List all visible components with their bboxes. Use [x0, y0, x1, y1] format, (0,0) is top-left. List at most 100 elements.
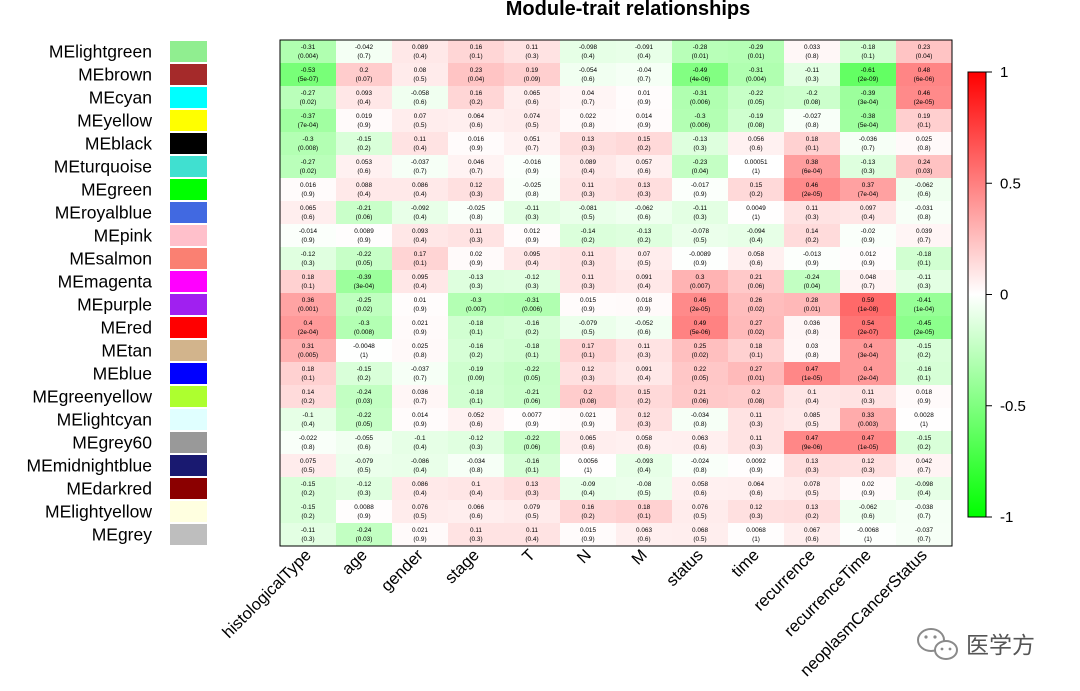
pvalue-open-paren: ( [802, 168, 805, 175]
pvalue-close-paren: ) [480, 329, 482, 336]
cell-correlation-label: 0.014 [636, 113, 652, 120]
pvalue-close-paren: ) [760, 352, 762, 359]
pvalue-open-paren: ( [469, 329, 472, 336]
cell-pvalue-label: (0.3) [581, 145, 594, 152]
cell-pvalue-label: (0.3) [469, 444, 482, 451]
pvalue-close-paren: ) [760, 237, 762, 244]
pvalue-close-paren: ) [590, 467, 592, 474]
cell-pvalue-label: (0.2) [805, 237, 818, 244]
pvalue-close-paren: ) [592, 490, 594, 497]
heatmap-cell [392, 362, 448, 385]
pvalue-open-paren: ( [301, 283, 304, 290]
pvalue-open-paren: ( [861, 214, 864, 221]
module-color-swatch [170, 386, 207, 407]
cell-correlation-label: 0.085 [804, 412, 820, 419]
heatmap-cell [728, 316, 784, 339]
pvalue-number: 0.2 [808, 513, 817, 520]
pvalue-number: 0.1 [304, 283, 313, 290]
cell-pvalue-label: (0.9) [581, 421, 594, 428]
pvalue-close-paren: ) [706, 375, 708, 382]
pvalue-number: 0.2 [752, 191, 761, 198]
pvalue-number: 0.4 [864, 214, 873, 221]
pvalue-close-paren: ) [760, 260, 762, 267]
row-label: MEgrey60 [72, 433, 152, 453]
cell-correlation-label: -0.31 [693, 90, 708, 97]
cell-correlation-label: -0.031 [915, 205, 934, 212]
pvalue-open-paren: ( [749, 513, 752, 520]
pvalue-close-paren: ) [368, 375, 370, 382]
pvalue-number: 0.4 [640, 375, 649, 382]
cell-correlation-label: 0.36 [302, 297, 315, 304]
cell-pvalue-label: (0.1) [749, 352, 762, 359]
cell-pvalue-label: (0.9) [301, 191, 314, 198]
pvalue-close-paren: ) [312, 536, 314, 543]
cell-pvalue-label: (0.005) [298, 352, 318, 359]
cell-pvalue-label: (0.3) [469, 536, 482, 543]
heatmap-cell [728, 109, 784, 132]
pvalue-number: 0.008 [300, 145, 316, 152]
module-color-swatch [170, 501, 207, 522]
heatmap-cell [392, 247, 448, 270]
pvalue-close-paren: ) [592, 306, 594, 313]
pvalue-open-paren: ( [581, 306, 584, 313]
cell-pvalue-label: (0.2) [301, 513, 314, 520]
pvalue-close-paren: ) [648, 490, 650, 497]
cell-correlation-label: -0.21 [525, 389, 540, 396]
heatmap-cell [392, 339, 448, 362]
pvalue-number: 0.5 [360, 467, 369, 474]
cell-correlation-label: 0.13 [526, 481, 539, 488]
pvalue-close-paren: ) [424, 467, 426, 474]
heatmap-cell [728, 339, 784, 362]
heatmap-cell [616, 431, 672, 454]
pvalue-close-paren: ) [312, 191, 314, 198]
pvalue-number: 0.1 [528, 467, 537, 474]
cell-correlation-label: 0.067 [804, 527, 820, 534]
heatmap-cell [280, 224, 336, 247]
pvalue-open-paren: ( [298, 53, 301, 60]
cell-pvalue-label: (0.4) [413, 145, 426, 152]
cell-pvalue-label: (0.8) [917, 214, 930, 221]
pvalue-open-paren: ( [917, 283, 920, 290]
heatmap-cell [616, 86, 672, 109]
cell-pvalue-label: (1) [920, 421, 928, 428]
heatmap-cell [336, 270, 392, 293]
pvalue-close-paren: ) [316, 329, 318, 336]
pvalue-close-paren: ) [648, 168, 650, 175]
pvalue-open-paren: ( [469, 536, 472, 543]
pvalue-number: 0.1 [472, 398, 481, 405]
pvalue-open-paren: ( [693, 145, 696, 152]
heatmap-cell [784, 362, 840, 385]
heatmap-cell [728, 500, 784, 523]
pvalue-number: 0.9 [808, 260, 817, 267]
pvalue-open-paren: ( [298, 329, 301, 336]
cell-correlation-label: -0.13 [693, 136, 708, 143]
cell-correlation-label: -0.21 [357, 205, 372, 212]
pvalue-number: 0.2 [528, 329, 537, 336]
cell-correlation-label: 0.25 [694, 343, 707, 350]
pvalue-number: 0.8 [808, 352, 817, 359]
pvalue-number: 0.9 [360, 513, 369, 520]
pvalue-number: 0.3 [472, 536, 481, 543]
pvalue-open-paren: ( [692, 352, 695, 359]
heatmap-cell [840, 155, 896, 178]
cell-pvalue-label: (0.2) [581, 513, 594, 520]
pvalue-open-paren: ( [469, 168, 472, 175]
heatmap-cell [448, 477, 504, 500]
pvalue-close-paren: ) [368, 145, 370, 152]
heatmap-cell [392, 408, 448, 431]
cell-correlation-label: 0.12 [470, 182, 483, 189]
heatmap-cell [840, 132, 896, 155]
pvalue-close-paren: ) [424, 260, 426, 267]
pvalue-open-paren: ( [298, 145, 301, 152]
cell-correlation-label: 0.46 [806, 182, 819, 189]
cell-correlation-label: 0.051 [524, 136, 540, 143]
heatmap-cell [280, 86, 336, 109]
pvalue-number: 0.6 [808, 536, 817, 543]
cell-correlation-label: 0.093 [356, 90, 372, 97]
heatmap-cell [280, 63, 336, 86]
cell-correlation-label: 0.03 [806, 343, 819, 350]
heatmap-cell [280, 477, 336, 500]
heatmap-cell [728, 385, 784, 408]
pvalue-close-paren: ) [760, 421, 762, 428]
pvalue-close-paren: ) [536, 421, 538, 428]
